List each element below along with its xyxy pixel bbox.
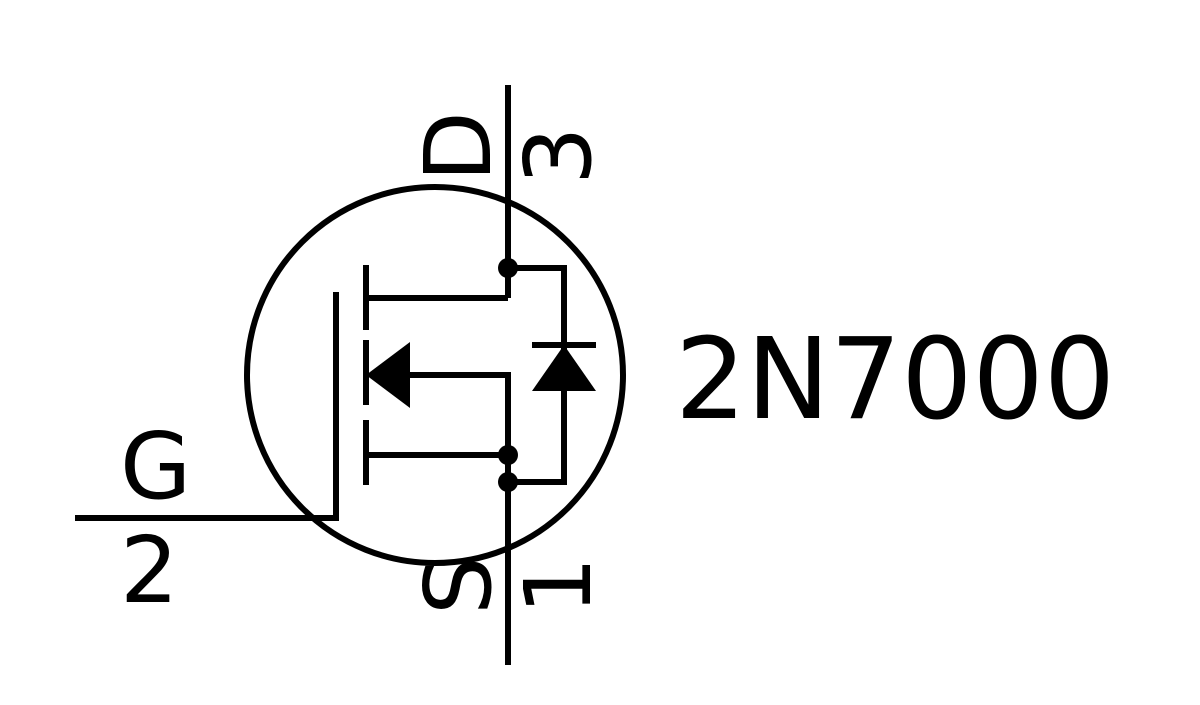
- part-number-label: 2N7000: [675, 315, 1115, 445]
- source-pin-name: S: [405, 557, 512, 615]
- gate-pin-name: G: [120, 413, 191, 520]
- drain-pin-name: D: [405, 111, 512, 182]
- junction-dot-source: [498, 445, 518, 465]
- junction-dot-diode: [498, 472, 518, 492]
- body-connection: [400, 372, 511, 455]
- source-pin-number: 1: [505, 556, 612, 615]
- body-arrow: [366, 342, 410, 408]
- junction-dot-drain: [498, 258, 518, 278]
- gate-pin-number: 2: [120, 517, 179, 624]
- gate-lead: [75, 292, 339, 521]
- transistor-body-circle: [244, 184, 626, 566]
- drain-pin-number: 3: [505, 126, 612, 185]
- body-diode-triangle: [532, 345, 596, 391]
